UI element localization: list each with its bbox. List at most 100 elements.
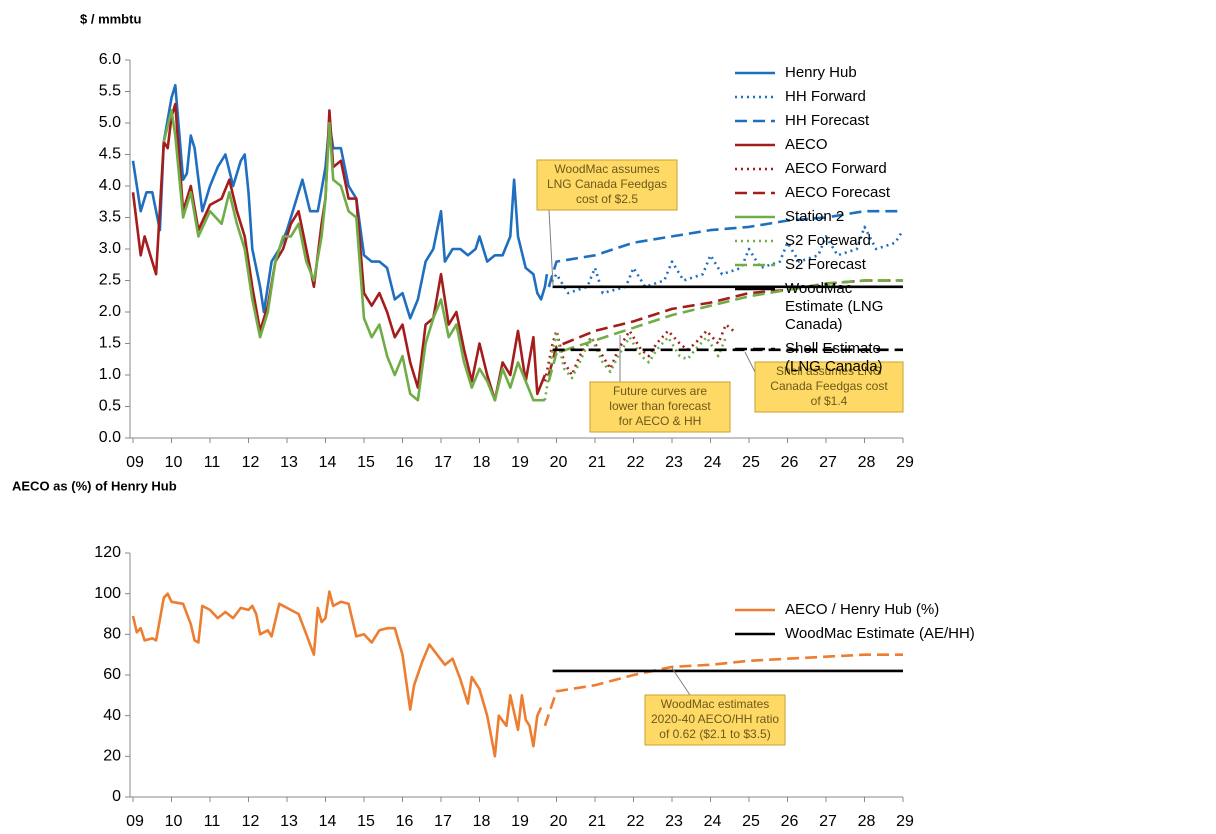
legend-swatch <box>735 632 775 636</box>
x-tick-label: 12 <box>242 813 260 830</box>
legend-label: Shell Estimate (LNG Canada) <box>785 340 883 375</box>
y-tick-label: 100 <box>94 585 121 602</box>
annotation-text: of 0.62 ($2.1 to $3.5) <box>659 727 770 741</box>
legend-item: Shell Estimate (LNG Canada) <box>735 340 895 376</box>
x-tick-label: 10 <box>165 813 183 830</box>
y-tick-label: 1.0 <box>99 366 121 383</box>
legend-swatch <box>735 608 775 612</box>
x-tick-label: 10 <box>165 454 183 471</box>
x-tick-label: 21 <box>588 813 606 830</box>
y-tick-label: 0 <box>112 788 121 805</box>
x-tick-label: 12 <box>242 454 260 471</box>
x-tick-label: 18 <box>473 454 491 471</box>
legend-swatch <box>735 119 775 123</box>
legend-label: HH Forecast <box>785 112 870 129</box>
x-tick-label: 11 <box>204 813 221 830</box>
series-line <box>543 332 728 401</box>
series-line <box>162 109 545 402</box>
legend-label: Station 2 <box>785 208 845 225</box>
y-tick-label: 80 <box>103 626 121 643</box>
y-tick-label: 3.5 <box>99 209 121 226</box>
x-tick-label: 24 <box>704 813 722 830</box>
x-tick-label: 17 <box>434 813 452 830</box>
series-line <box>547 279 903 376</box>
annotation-pointer <box>671 667 691 696</box>
annotation-pointer <box>744 351 756 373</box>
annotation-box <box>754 361 904 413</box>
series-line <box>543 323 735 382</box>
annotation-box <box>644 694 786 746</box>
legend-swatch <box>735 263 775 267</box>
x-tick-label: 17 <box>434 454 452 471</box>
legend-swatch <box>735 167 775 171</box>
legend-swatch <box>735 287 775 291</box>
y-tick-label: 1.5 <box>99 335 121 352</box>
y-tick-label: 120 <box>94 544 121 561</box>
y-tick-label: 0.5 <box>99 398 121 415</box>
legend-swatch <box>735 143 775 147</box>
legend-swatch <box>735 71 775 75</box>
legend-item: S2 Forecast <box>735 256 895 274</box>
x-tick-label: 09 <box>126 813 144 830</box>
x-tick-label: 25 <box>742 813 760 830</box>
x-tick-label: 23 <box>665 454 683 471</box>
x-tick-label: 14 <box>319 813 337 830</box>
legend-label: AECO Forecast <box>785 184 891 201</box>
axis-title: AECO as (%) of Henry Hub <box>12 478 177 493</box>
y-tick-label: 4.0 <box>99 177 121 194</box>
x-tick-label: 15 <box>357 813 375 830</box>
y-tick-label: 5.0 <box>99 114 121 131</box>
legend-label: AECO Forward <box>785 160 887 177</box>
annotation-text: lower than forecast <box>609 399 711 413</box>
legend-label: AECO <box>785 136 828 153</box>
legend-item: Henry Hub <box>735 64 895 82</box>
x-tick-label: 22 <box>627 454 645 471</box>
x-tick-label: 21 <box>588 454 606 471</box>
annotation-text: cost of $2.5 <box>576 192 638 206</box>
y-tick-label: 4.5 <box>99 146 121 163</box>
annotation-box <box>589 381 731 433</box>
legend-item: AECO Forecast <box>735 184 895 202</box>
y-tick-label: 2.0 <box>99 303 121 320</box>
y-tick-label: 40 <box>103 707 121 724</box>
x-tick-label: 11 <box>204 454 221 471</box>
x-tick-label: 20 <box>550 454 568 471</box>
x-tick-label: 22 <box>627 813 645 830</box>
legend-label: S2 Foreward <box>785 232 871 249</box>
x-tick-label: 19 <box>511 813 529 830</box>
legend-swatch <box>735 95 775 99</box>
legend-swatch <box>735 239 775 243</box>
annotation-text: of $1.4 <box>811 394 848 408</box>
legend: Henry Hub HH Forward HH Forecast AECO AECO F… <box>735 64 895 382</box>
x-tick-label: 19 <box>511 454 529 471</box>
series-line <box>547 279 903 382</box>
legend-swatch <box>735 347 775 351</box>
x-tick-label: 24 <box>704 454 722 471</box>
legend-item: WoodMac Estimate (LNG Canada) <box>735 280 895 334</box>
annotation-text: Future curves are <box>613 384 707 398</box>
x-tick-label: 29 <box>896 454 914 471</box>
legend-label: WoodMac Estimate (LNG Canada) <box>785 280 884 333</box>
legend-label: S2 Forecast <box>785 256 866 273</box>
legend-item: Station 2 <box>735 208 895 226</box>
y-tick-label: 0.0 <box>99 429 121 446</box>
legend: AECO / Henry Hub (%) WoodMac Estimate (AE… <box>735 601 995 649</box>
series-line <box>131 590 543 758</box>
x-tick-label: 09 <box>126 454 144 471</box>
annotation-text: WoodMac assumes <box>554 162 659 176</box>
x-tick-label: 13 <box>280 813 298 830</box>
annotation-pointer <box>548 209 554 286</box>
legend-item: HH Forward <box>735 88 895 106</box>
y-tick-label: 60 <box>103 666 121 683</box>
y-tick-label: 6.0 <box>99 51 121 68</box>
y-tick-label: 3.0 <box>99 240 121 257</box>
legend-label: WoodMac Estimate (AE/HH) <box>785 625 975 642</box>
legend-item: WoodMac Estimate (AE/HH) <box>735 625 995 643</box>
legend-swatch <box>735 215 775 219</box>
x-tick-label: 15 <box>357 454 375 471</box>
x-tick-label: 16 <box>396 813 414 830</box>
x-tick-label: 23 <box>665 813 683 830</box>
x-tick-label: 28 <box>858 813 876 830</box>
